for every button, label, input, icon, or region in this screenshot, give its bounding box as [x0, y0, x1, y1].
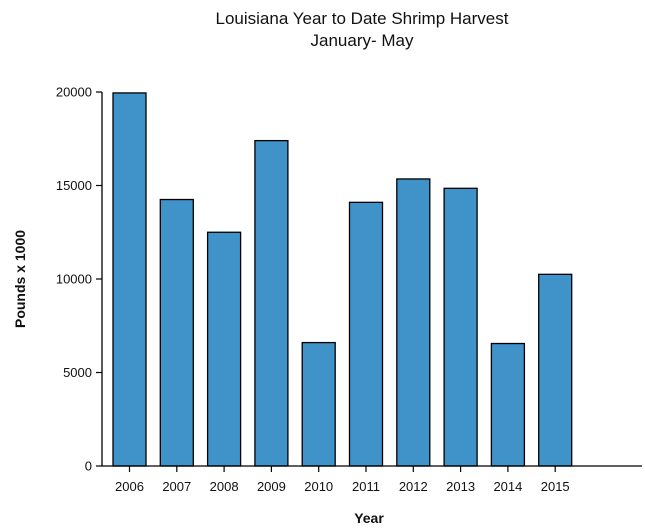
bar-2011 — [348, 201, 384, 467]
x-tick-label: 2009 — [257, 479, 286, 494]
bar-2008 — [206, 231, 242, 467]
y-axis-title: Pounds x 1000 — [12, 230, 28, 328]
x-tick-label: 2010 — [304, 479, 333, 494]
y-axis-ticks: 0 5000 10000 15000 20000 — [56, 85, 102, 474]
y-tick-label: 15000 — [56, 178, 92, 193]
chart-subtitle: January- May — [311, 31, 414, 50]
y-tick-label: 10000 — [56, 272, 92, 287]
bars-group — [112, 92, 573, 467]
x-tick-label: 2013 — [446, 479, 475, 494]
y-tick-label: 0 — [85, 459, 92, 474]
y-tick-label: 5000 — [63, 365, 92, 380]
x-tick-label: 2006 — [115, 479, 144, 494]
x-tick-label: 2012 — [399, 479, 428, 494]
x-tick-label: 2007 — [162, 479, 191, 494]
bar-2015 — [538, 273, 573, 467]
x-tick-label: 2015 — [541, 479, 570, 494]
bar-2014 — [490, 342, 526, 467]
x-axis-title: Year — [354, 510, 384, 526]
bar-2012 — [396, 178, 431, 467]
bar-2009 — [254, 139, 289, 467]
bar-2006 — [112, 92, 147, 467]
x-tick-label: 2008 — [210, 479, 239, 494]
x-tick-label: 2014 — [493, 479, 522, 494]
chart-title: Louisiana Year to Date Shrimp Harvest — [216, 9, 509, 28]
y-tick-label: 20000 — [56, 85, 92, 100]
x-axis-ticks: 2006 2007 2008 2009 2010 2011 2012 2013 2014 2015 — [115, 466, 570, 494]
x-tick-label: 2011 — [352, 479, 380, 494]
bar-2007 — [159, 198, 194, 467]
bar-2013 — [443, 187, 478, 467]
bar-2010 — [301, 341, 336, 467]
